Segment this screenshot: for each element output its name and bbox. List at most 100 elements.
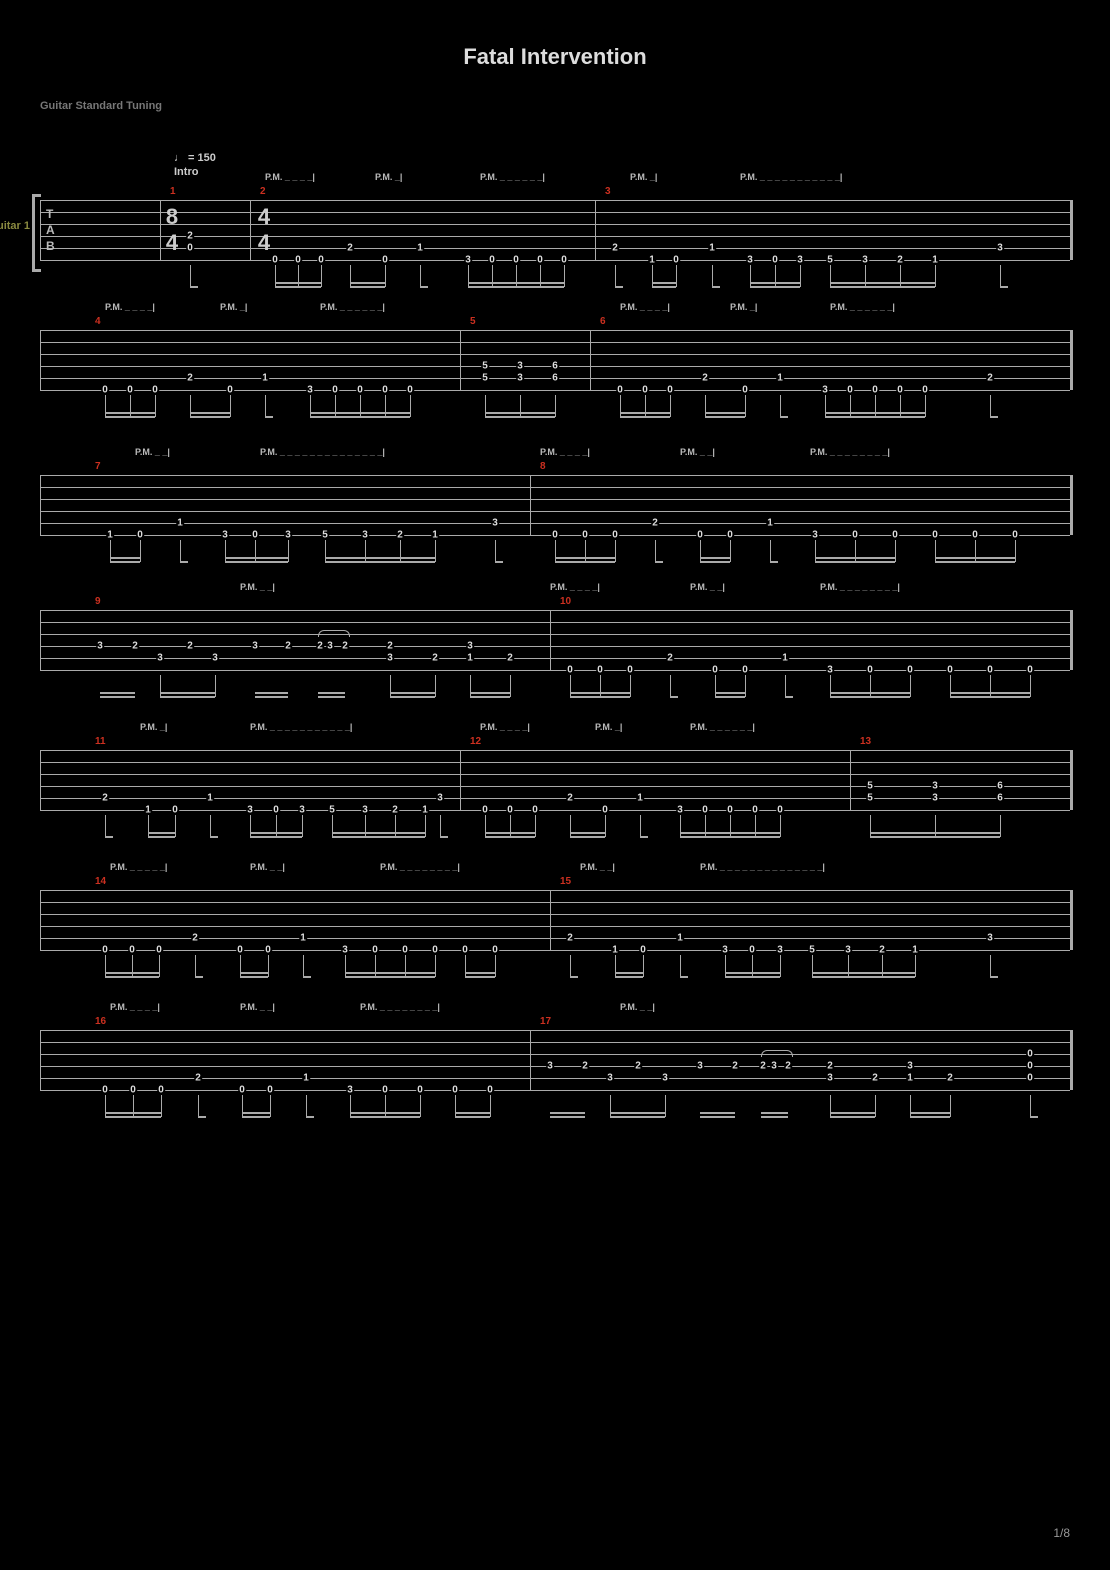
fret-number: 0 [101,945,109,956]
note-stem [240,955,241,977]
beam [455,1116,490,1118]
fret-number: 1 [466,653,474,664]
slur [761,1050,793,1057]
measure-number: 3 [605,186,611,197]
barline [1070,475,1073,535]
note-stem [268,955,269,977]
fret-number: 0 [846,385,854,396]
note-stem [105,955,106,977]
fret-number: 0 [641,385,649,396]
note-stem [276,815,277,837]
barline [1070,1030,1073,1090]
note-stem [1000,815,1001,837]
palm-mute-marker: P.M. _ _ _ _ _ _| [830,302,895,312]
fret-number: 3 [826,665,834,676]
beam [240,976,268,978]
note-stem [400,540,401,562]
time-signature: 84 [162,204,182,256]
fret-number: 0 [986,665,994,676]
fret-number: 1 [206,793,214,804]
fret-number: 3 [606,1073,614,1084]
note-stem [990,955,991,977]
palm-mute-marker: P.M. _ _| [240,1002,275,1012]
fret-number: 2 [346,243,354,254]
note-stem [600,675,601,697]
measure-number: 8 [540,461,546,472]
note-stem [365,815,366,837]
palm-mute-marker: P.M. _ _ _ _ _ _ _ _ _ _ _| [740,172,842,182]
palm-mute-marker: P.M. _ _ _ _ _ _ _ _ _ _ _ _ _ _| [700,862,825,872]
note-stem [990,675,991,697]
fret-number: 3 [251,641,259,652]
measure-number: 12 [470,736,481,747]
note-stem [516,265,517,287]
fret-number: 0 [601,805,609,816]
fret-number: 3 [386,653,394,664]
fret-number: 0 [451,1085,459,1096]
note-stem [425,815,426,837]
palm-mute-marker: P.M. _ _ _ _ _ _ _ _ _ _ _ _ _ _| [260,447,385,457]
note-stem [915,955,916,977]
note-stem [730,815,731,837]
fret-number: 0 [381,385,389,396]
note-stem [375,955,376,977]
note-stem [855,540,856,562]
note-stem [350,265,351,287]
palm-mute-marker: P.M. _ _ _ _| [265,172,315,182]
note-stem [895,540,896,562]
note-stem [332,815,333,837]
fret-number: 0 [1026,1073,1034,1084]
fret-number: 0 [431,945,439,956]
flag [190,286,198,288]
fret-number: 3 [211,653,219,664]
note-stem [676,265,677,287]
fret-number: 0 [921,385,929,396]
note-stem [250,815,251,837]
fret-number: 0 [486,1085,494,1096]
note-stem [555,395,556,417]
beam [715,692,745,694]
note-stem [535,815,536,837]
note-stem [680,815,681,837]
note-stem [105,815,106,837]
tab-staff [40,610,1070,670]
fret-number: 2 [826,1061,834,1072]
flag [615,286,623,288]
palm-mute-marker: P.M. _ _| [620,1002,655,1012]
beam [455,1112,490,1114]
note-stem [405,955,406,977]
flag [210,836,218,838]
beam [190,412,230,414]
barline [460,750,461,810]
flag [1030,1116,1038,1118]
beam [225,561,288,563]
palm-mute-marker: P.M. _ _| [135,447,170,457]
fret-number: 3 [361,805,369,816]
palm-mute-marker: P.M. _| [595,722,622,732]
fret-number: 3 [906,1061,914,1072]
flag [1000,286,1008,288]
palm-mute-marker: P.M. _ _ _ _| [550,582,600,592]
note-stem [275,265,276,287]
beam [148,832,175,834]
note-stem [910,1095,911,1117]
fret-number: 3 [246,805,254,816]
note-stem [850,395,851,417]
note-stem [385,1095,386,1117]
fret-number: 0 [264,945,272,956]
fret-number: 0 [581,530,589,541]
note-stem [875,1095,876,1117]
beam [160,692,215,694]
note-stem [195,955,196,977]
fret-number: 2 [651,518,659,529]
palm-mute-marker: P.M. _| [730,302,757,312]
measure-number: 10 [560,596,571,607]
note-stem [306,1095,307,1117]
fret-number: 0 [906,665,914,676]
flag [440,836,448,838]
note-stem [485,395,486,417]
fret-number: 3 [346,1085,354,1096]
note-stem [303,955,304,977]
fret-number: 2 [341,641,349,652]
measure-number: 14 [95,876,106,887]
